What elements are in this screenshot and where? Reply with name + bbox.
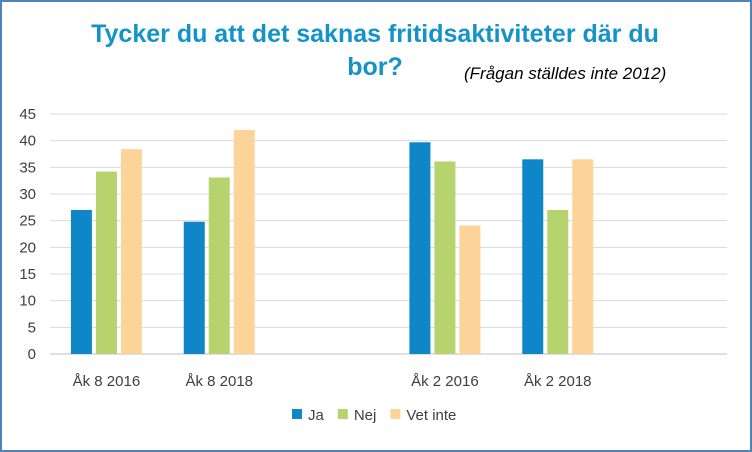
- y-tick-label: 25: [19, 213, 36, 230]
- legend-label: Vet inte: [406, 407, 456, 424]
- y-tick-label: 15: [19, 266, 36, 283]
- y-tick-label: 10: [19, 293, 36, 310]
- y-tick-label: 30: [19, 186, 36, 203]
- chart-title: Tycker du att det saknas fritidsaktivite…: [91, 20, 659, 81]
- chart-subtitle: (Frågan ställdes inte 2012): [464, 64, 667, 83]
- x-tick-label: Åk 8 2016: [73, 373, 141, 390]
- x-tick-label: Åk 2 2016: [411, 373, 479, 390]
- bar: [183, 221, 205, 354]
- y-tick-label: 40: [19, 133, 36, 150]
- y-axis-ticks: 0 5 10 15 20 25 30 35 40 45: [19, 106, 36, 363]
- x-tick-label: Åk 8 2018: [185, 373, 253, 390]
- legend-swatch: [292, 409, 302, 419]
- bar: [547, 210, 569, 354]
- gridlines: [50, 113, 727, 355]
- legend: Ja Nej Vet inte: [292, 407, 456, 424]
- legend-label: Nej: [354, 407, 377, 424]
- x-tick-label: Åk 2 2018: [524, 373, 592, 390]
- legend-swatch: [390, 409, 401, 419]
- bar: [572, 159, 594, 354]
- legend-swatch: [337, 409, 348, 419]
- x-axis-ticks: Åk 8 2016 Åk 8 2018 Åk 2 2016 Åk 2 2018: [73, 373, 592, 390]
- bars: [70, 130, 594, 354]
- bar: [409, 142, 431, 354]
- bar: [70, 210, 92, 354]
- bar: [208, 177, 230, 354]
- y-tick-label: 5: [28, 319, 36, 336]
- bar: [434, 161, 456, 354]
- bar: [459, 225, 481, 354]
- y-tick-label: 45: [19, 106, 36, 123]
- y-tick-label: 0: [28, 346, 36, 363]
- bar: [120, 149, 142, 354]
- bar: [95, 171, 117, 354]
- bar: [233, 130, 255, 354]
- bar: [522, 159, 544, 354]
- y-tick-label: 35: [19, 159, 36, 176]
- y-tick-label: 20: [19, 239, 36, 256]
- legend-label: Ja: [308, 407, 325, 424]
